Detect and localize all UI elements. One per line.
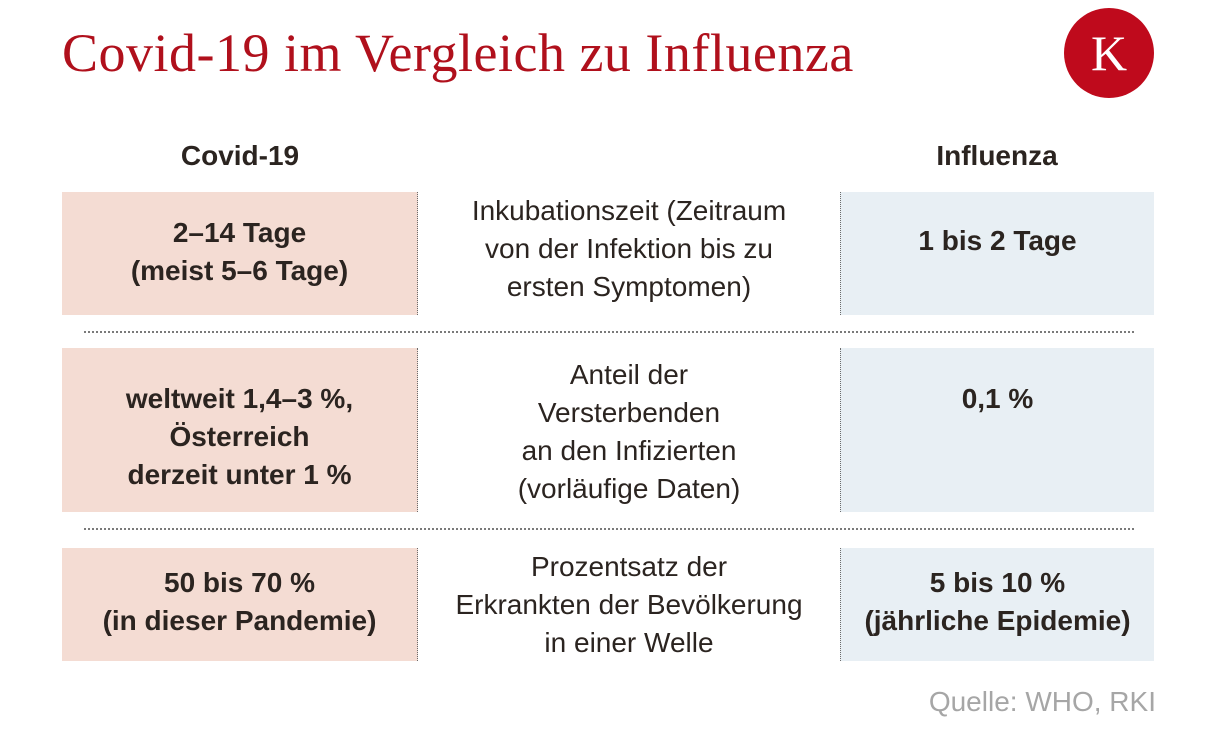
covid-cell: 50 bis 70 % (in dieser Pandemie) (62, 548, 418, 661)
influenza-cell: 5 bis 10 % (jährliche Epidemie) (840, 548, 1154, 661)
page-title: Covid-19 im Vergleich zu Influenza (62, 23, 854, 83)
criterion-label: Inkubationszeit (Zeitraum von der Infekt… (471, 195, 787, 302)
influenza-value: 0,1 % (961, 383, 1034, 414)
column-header-influenza: Influenza (936, 140, 1058, 171)
covid-cell: 2–14 Tage (meist 5–6 Tage) (62, 192, 418, 315)
covid-cell: weltweit 1,4–3 %, Österreich derzeit unt… (62, 348, 418, 512)
comparison-row-infection-rate: 50 bis 70 % (in dieser Pandemie) Prozent… (62, 548, 1154, 661)
covid-value: 50 bis 70 % (in dieser Pandemie) (102, 567, 377, 636)
criterion-cell: Inkubationszeit (Zeitraum von der Infekt… (418, 192, 840, 315)
column-header-covid: Covid-19 (180, 140, 300, 171)
influenza-value: 5 bis 10 % (jährliche Epidemie) (864, 567, 1131, 636)
row-divider (84, 528, 1134, 530)
criterion-label: Anteil der Versterbenden an den Infizier… (517, 359, 741, 504)
covid-value: weltweit 1,4–3 %, Österreich derzeit unt… (125, 383, 354, 490)
comparison-row-incubation: 2–14 Tage (meist 5–6 Tage) Inkubationsze… (62, 192, 1154, 315)
criterion-label: Prozentsatz der Erkrankten der Bevölkeru… (455, 551, 803, 658)
criterion-cell: Anteil der Versterbenden an den Infizier… (418, 348, 840, 512)
influenza-cell: 1 bis 2 Tage (840, 192, 1154, 315)
covid-value: 2–14 Tage (meist 5–6 Tage) (130, 217, 349, 286)
criterion-cell: Prozentsatz der Erkrankten der Bevölkeru… (418, 548, 840, 661)
brand-logo: K (1064, 8, 1154, 98)
comparison-row-mortality: weltweit 1,4–3 %, Österreich derzeit unt… (62, 348, 1154, 512)
row-divider (84, 331, 1134, 333)
influenza-cell: 0,1 % (840, 348, 1154, 512)
influenza-value: 1 bis 2 Tage (918, 225, 1077, 256)
source-note: Quelle: WHO, RKI (928, 686, 1156, 717)
